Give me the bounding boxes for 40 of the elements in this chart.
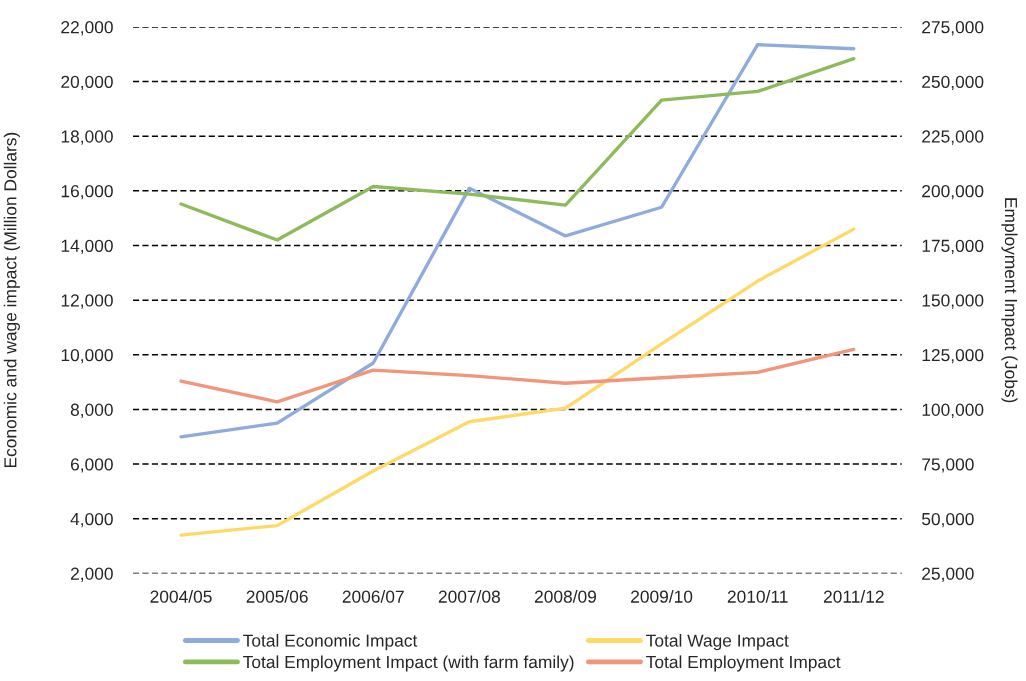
x-tick-label: 2007/08 <box>438 590 500 603</box>
y2-tick-label: 75,000 <box>922 458 974 473</box>
y-tick-label: 12,000 <box>61 294 113 309</box>
y2-tick-label: 200,000 <box>922 185 984 200</box>
y-tick-label: 20,000 <box>61 75 113 91</box>
line-series <box>179 227 856 537</box>
y-tick-label: 16,000 <box>61 185 113 200</box>
y2-tick-label: 100,000 <box>922 403 984 418</box>
legend-label: Total Economic Impact <box>243 634 418 651</box>
y2-tick-label: 250,000 <box>922 75 984 91</box>
y-axis-title: Economic and wage impact (Million Dollars) <box>3 132 20 468</box>
x-tick-label: 2006/07 <box>342 590 404 603</box>
y-tick-label: 4,000 <box>70 512 113 528</box>
y2-tick-label: 150,000 <box>922 294 984 309</box>
y2-tick-label: 125,000 <box>922 348 984 364</box>
legend-label: Total Wage Impact <box>646 634 789 651</box>
x-tick-label: 2011/12 <box>823 590 884 603</box>
y2-tick-label: 275,000 <box>922 21 984 36</box>
y2-axis-title: Employment Impact (Jobs) <box>1001 198 1018 403</box>
y-tick-label: 22,000 <box>61 21 113 36</box>
line-series <box>179 347 856 404</box>
y-tick-label: 6,000 <box>70 458 113 473</box>
x-tick-label: 2010/11 <box>727 590 788 603</box>
x-tick-label: 2009/10 <box>631 590 693 603</box>
y-tick-label: 18,000 <box>61 130 113 145</box>
y-tick-label: 8,000 <box>70 403 113 418</box>
legend-label: Total Employment Impact (with farm family) <box>243 655 574 672</box>
legend-label: Total Employment Impact <box>646 655 841 672</box>
y2-tick-label: 25,000 <box>922 567 974 582</box>
y-tick-label: 14,000 <box>61 239 113 255</box>
line-series <box>179 42 856 439</box>
x-tick-label: 2008/09 <box>534 590 597 603</box>
y-tick-label: 2,000 <box>70 567 113 582</box>
y2-tick-label: 225,000 <box>922 130 984 145</box>
y-tick-label: 10,000 <box>61 348 113 364</box>
x-tick-label: 2005/06 <box>246 590 308 603</box>
line-series <box>179 56 856 242</box>
x-tick-label: 2004/05 <box>150 590 212 603</box>
y2-tick-label: 175,000 <box>922 239 984 255</box>
y2-tick-label: 50,000 <box>921 512 974 528</box>
